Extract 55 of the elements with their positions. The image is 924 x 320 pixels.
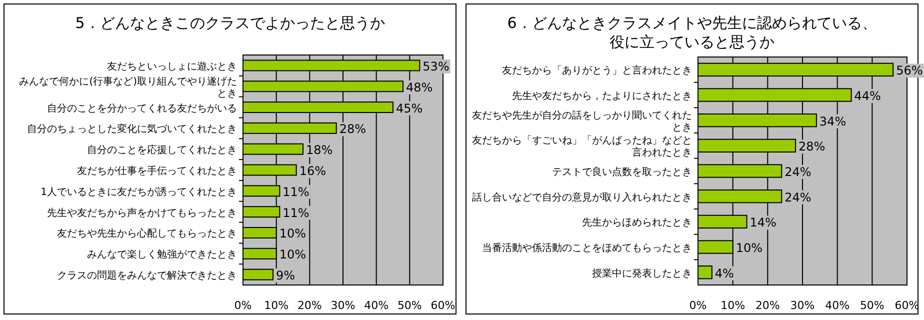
- y-tick-label: 友だちから「ありがとう」と言われたとき: [502, 64, 692, 77]
- x-tick-label: 20%: [297, 299, 322, 312]
- data-label: 4%: [714, 266, 734, 280]
- x-tick-label: 40%: [825, 299, 850, 312]
- data-label: 11%: [282, 206, 310, 220]
- data-label: 56%: [896, 64, 923, 78]
- data-label: 10%: [279, 248, 306, 262]
- chart-title: 5．どんなときこのクラスでよかったと思うか: [75, 14, 385, 32]
- data-label: 24%: [784, 165, 812, 179]
- y-tick-label: テストで良い点数を取ったとき: [552, 166, 692, 178]
- y-tick-label: 先生からほめられたとき: [582, 216, 692, 229]
- y-tick-label: 友だちといっしょに遊ぶとき: [107, 60, 237, 72]
- data-label: 44%: [854, 89, 881, 103]
- x-tick-label: 60%: [430, 299, 456, 312]
- chart-title: 6．どんなときクラスメイトや先生に認められている、役に立っていると思うか: [507, 14, 877, 51]
- data-label: 34%: [819, 114, 846, 128]
- y-tick-label: 当番活動や係活動のことをほめてもらったとき: [482, 242, 692, 254]
- data-label: 9%: [276, 268, 296, 283]
- y-tick-label: 友だちや先生が自分の話をしっかり聞いてくれたとき: [472, 109, 692, 134]
- data-label: 10%: [736, 241, 763, 255]
- y-tick-label: 友だちが仕事を手伝ってくれたとき: [77, 165, 237, 177]
- y-tick-label: 自分のことを分かってくれる友だちがいる: [47, 102, 237, 114]
- y-tick-label: 友だちから「すごいね」「がんばったね」などと言われたとき: [472, 134, 692, 159]
- data-label: 24%: [784, 190, 812, 204]
- x-tick-label: 30%: [330, 299, 356, 312]
- y-tick-label: みんなで何かに(行事など)取り組んでやり遂げたとき: [19, 75, 237, 100]
- data-label: 28%: [339, 122, 366, 136]
- y-tick-label: 先生や友だちから，たよりにされたとき: [512, 90, 692, 102]
- y-tick-label: 先生や友だちから声をかけてもらったとき: [47, 206, 237, 219]
- data-label: 10%: [279, 226, 306, 241]
- y-tick-label: 自分のちょっとした変化に気づいてくれたとき: [27, 123, 237, 136]
- y-tick-label: クラスの問題をみんなで解決できたとき: [57, 270, 237, 282]
- x-tick-label: 10%: [720, 299, 746, 312]
- data-label: 11%: [282, 184, 310, 199]
- x-tick-label: 40%: [364, 299, 389, 312]
- x-tick-label: 10%: [264, 299, 289, 312]
- data-label: 18%: [306, 143, 333, 158]
- data-label: 14%: [750, 216, 776, 230]
- x-tick-label: 30%: [790, 299, 815, 312]
- y-tick-label: 授業中に発表したとき: [592, 267, 692, 280]
- data-label: 53%: [422, 59, 450, 74]
- x-tick-label: 50%: [397, 299, 422, 312]
- data-label: 16%: [299, 164, 326, 178]
- data-label: 48%: [406, 80, 433, 94]
- x-tick-label: 0%: [689, 299, 707, 312]
- x-tick-label: 50%: [860, 299, 884, 312]
- y-tick-label: 友だちや先生から心配してもらったとき: [57, 228, 237, 240]
- y-tick-label: みんなで楽しく勉強ができたとき: [87, 248, 237, 261]
- y-tick-label: 自分のことを応援してくれたとき: [87, 144, 237, 156]
- y-tick-label: 1人でいるときに友だちが誘ってくれたとき: [40, 186, 237, 198]
- x-tick-label: 0%: [234, 299, 252, 312]
- y-tick-label: 話し合いなどで自分の意見が取り入れられたとき: [472, 191, 692, 204]
- data-label: 45%: [396, 101, 423, 116]
- x-tick-label: 20%: [755, 299, 780, 312]
- data-label: 28%: [798, 140, 826, 154]
